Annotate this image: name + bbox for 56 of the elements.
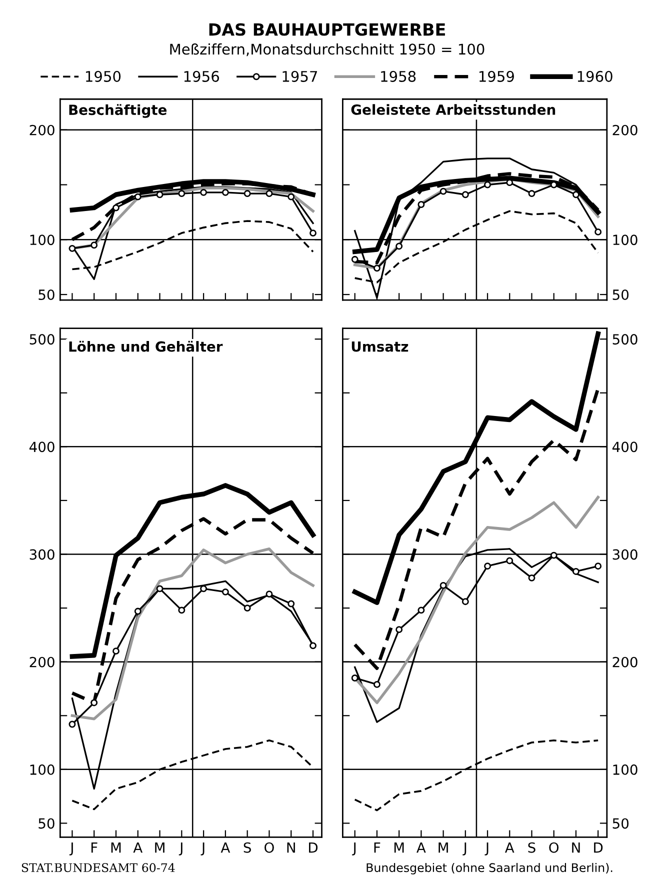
x-tick-label: O — [549, 842, 559, 853]
x-tick-label: A — [416, 842, 426, 853]
text: STAT.BUNDESAMT 60-74 — [22, 863, 175, 872]
y-tick-label: 50 — [612, 289, 629, 300]
y-tick-label: 300 — [612, 549, 638, 560]
y-tick-label: 400 — [612, 442, 638, 452]
legend-label: 1959 — [479, 70, 514, 82]
x-tick-label: S — [244, 842, 251, 853]
y-tick-label: 200 — [612, 656, 638, 668]
x-tick-label: O — [264, 842, 274, 853]
legend-label: 1950 — [86, 70, 121, 82]
chart-title: Beschäftigte — [69, 104, 167, 118]
legend-label: 1958 — [381, 70, 416, 82]
x-tick-label: J — [352, 842, 356, 856]
x-tick-label: M — [438, 842, 448, 853]
x-tick-label: M — [111, 842, 121, 853]
y-tick-label: 50 — [612, 818, 629, 829]
x-tick-label: J — [484, 842, 488, 856]
x-tick-label: D — [594, 842, 603, 853]
y-tick-label: 500 — [30, 334, 54, 345]
y-tick-label: 200 — [612, 124, 638, 136]
legend-label: 1956 — [184, 70, 219, 82]
x-tick-label: J — [69, 842, 73, 856]
x-tick-label: D — [309, 842, 318, 853]
text: Bundesgebiet (ohne Saarland und Berlin). — [366, 862, 612, 874]
x-tick-label: A — [504, 842, 514, 853]
text: Meßziffern,Monatsdurchschnitt 1950 = 100 — [170, 43, 484, 56]
y-tick-label: 100 — [613, 764, 638, 775]
text: DAS BAUHAUPTGEWERBE — [209, 23, 445, 36]
legend-label: 1960 — [578, 70, 612, 82]
y-tick-label: 500 — [612, 334, 638, 345]
x-tick-label: S — [528, 842, 536, 853]
y-tick-label: 50 — [38, 818, 54, 829]
y-tick-label: 100 — [613, 234, 638, 246]
y-tick-label: 300 — [30, 549, 54, 560]
y-tick-label: 100 — [30, 764, 54, 775]
text: Löhne und Gehälter — [69, 340, 223, 352]
x-tick-label: N — [572, 842, 580, 853]
chart-title: Geleistete Arbeitsstunden — [351, 104, 556, 115]
y-tick-label: 50 — [38, 289, 54, 300]
x-tick-label: A — [220, 842, 230, 853]
text: Umsatz — [352, 341, 408, 352]
legend-label: 1957 — [282, 70, 318, 82]
x-tick-label: A — [133, 842, 143, 853]
y-tick-label: 200 — [30, 656, 54, 668]
y-tick-label: 100 — [30, 234, 54, 246]
x-tick-label: M — [394, 842, 404, 853]
y-tick-label: 400 — [29, 442, 54, 452]
x-tick-label: F — [91, 842, 98, 853]
x-tick-label: N — [287, 842, 295, 853]
x-tick-label: J — [178, 842, 182, 856]
x-tick-label: M — [155, 842, 164, 853]
x-tick-label: F — [374, 842, 380, 853]
y-tick-label: 200 — [30, 124, 54, 136]
x-tick-label: J — [462, 842, 466, 856]
x-tick-label: J — [200, 842, 204, 856]
